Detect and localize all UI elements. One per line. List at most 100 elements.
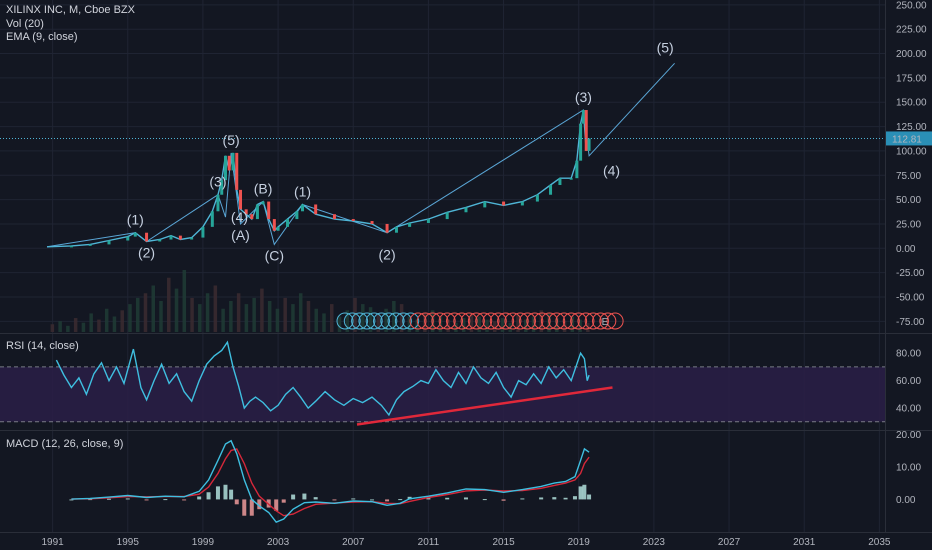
price-candle xyxy=(408,222,412,227)
earnings-marker xyxy=(380,312,398,330)
x-tick-label: 2003 xyxy=(267,537,290,548)
macd-histogram-bar xyxy=(182,499,187,501)
price-candle xyxy=(107,240,111,245)
earnings-marker xyxy=(540,312,558,330)
price-line xyxy=(46,109,590,248)
wave-label: (4) xyxy=(603,162,620,178)
macd-histogram-bar xyxy=(563,497,568,500)
price-y-tick-label: -50.00 xyxy=(896,292,925,303)
price-candle xyxy=(178,235,182,240)
earnings-marker xyxy=(467,312,485,330)
volume-bar xyxy=(492,321,497,332)
volume-bar xyxy=(461,318,466,332)
price-candle xyxy=(261,201,265,205)
volume-bar xyxy=(384,308,388,332)
price-candle xyxy=(210,211,214,227)
macd-histogram-bar xyxy=(242,499,247,516)
price-candle xyxy=(575,160,579,179)
earnings-marker xyxy=(402,312,420,330)
wave-label: (A) xyxy=(231,227,250,243)
rsi-trend-line xyxy=(356,386,613,426)
last-price-label: 112.81 xyxy=(892,134,922,145)
price-candle xyxy=(126,236,130,241)
price-y-tick-label: 75.00 xyxy=(896,171,921,182)
macd-histogram-bar xyxy=(587,494,592,500)
macd-histogram-bar xyxy=(291,494,296,500)
macd-histogram-bar xyxy=(385,499,390,502)
rsi-line xyxy=(55,340,590,417)
earnings-marker xyxy=(489,312,507,330)
volume-bar xyxy=(81,322,86,332)
price-y-tick-label: -25.00 xyxy=(896,268,925,279)
x-tick-label: 2007 xyxy=(342,537,365,548)
macd-histogram-bar xyxy=(249,499,254,516)
x-tick-label: 2015 xyxy=(492,537,515,548)
macd-histogram-bar xyxy=(229,489,234,500)
rsi-y-tick-label: 40.00 xyxy=(896,404,921,415)
earnings-marker xyxy=(584,312,602,330)
earnings-marker xyxy=(409,312,427,330)
macd-histogram-bar xyxy=(215,486,220,500)
price-candle xyxy=(535,194,539,202)
macd-histogram-bar xyxy=(223,484,228,500)
macd-histogram-bar xyxy=(445,497,450,500)
volume-bar xyxy=(89,313,93,332)
macd-histogram-bar xyxy=(302,493,307,500)
earnings-marker xyxy=(497,312,515,330)
x-tick-label: 1999 xyxy=(192,537,215,548)
volume-bar xyxy=(516,314,520,332)
volume-bar xyxy=(291,304,295,332)
price-y-tick-label: 125.00 xyxy=(896,122,927,133)
earnings-marker xyxy=(336,312,354,330)
volume-bar xyxy=(190,297,194,332)
volume-bar xyxy=(531,316,536,332)
price-candle xyxy=(231,152,235,171)
earnings-marker xyxy=(446,312,463,330)
x-tick-label: 1991 xyxy=(41,537,64,548)
volume-bar xyxy=(376,313,381,332)
volume-bar xyxy=(151,285,156,332)
volume-bar xyxy=(477,316,481,332)
price-candle xyxy=(272,219,276,231)
wave-label: (5) xyxy=(223,132,240,148)
wave-label: (1) xyxy=(294,183,311,199)
price-candle xyxy=(584,110,588,151)
volume-bar xyxy=(337,316,342,332)
volume-bar xyxy=(205,293,210,332)
earnings-marker xyxy=(526,312,544,330)
price-candle xyxy=(520,201,524,206)
macd-histogram-bar xyxy=(313,497,318,500)
volume-bar xyxy=(135,297,140,332)
volume-title: Vol (20) xyxy=(6,18,44,30)
price-candle xyxy=(587,138,591,151)
volume-bar xyxy=(283,297,287,332)
volume-bar xyxy=(50,324,55,332)
volume-bar xyxy=(159,301,163,332)
volume-bar xyxy=(469,313,474,332)
x-tick-label: 2023 xyxy=(643,537,666,548)
wave-label: (2) xyxy=(138,244,155,260)
macd-histogram-bar xyxy=(274,499,279,511)
price-y-tick-label: 250.00 xyxy=(896,0,927,11)
volume-bar xyxy=(399,304,404,332)
earnings-marker xyxy=(482,312,500,330)
rsi-band xyxy=(0,366,885,422)
macd-histogram-bar xyxy=(398,499,403,501)
price-candle xyxy=(502,201,506,206)
wave-label: (C) xyxy=(265,247,284,263)
price-candle xyxy=(276,226,280,231)
volume-bar xyxy=(112,316,117,332)
volume-bar xyxy=(120,310,124,332)
price-candle xyxy=(464,207,468,213)
earnings-marker xyxy=(475,312,493,330)
ema-legend: EMA (9, close) xyxy=(6,31,78,43)
macd-line xyxy=(71,439,590,524)
macd-y-tick-label: 0.00 xyxy=(896,495,916,506)
price-candle xyxy=(385,223,389,233)
price-candle xyxy=(158,239,162,242)
volume-bar xyxy=(198,304,202,332)
price-candle xyxy=(235,152,239,190)
volume-bar xyxy=(298,293,303,332)
price-candle xyxy=(558,178,562,185)
macd-histogram-bar xyxy=(281,499,286,503)
